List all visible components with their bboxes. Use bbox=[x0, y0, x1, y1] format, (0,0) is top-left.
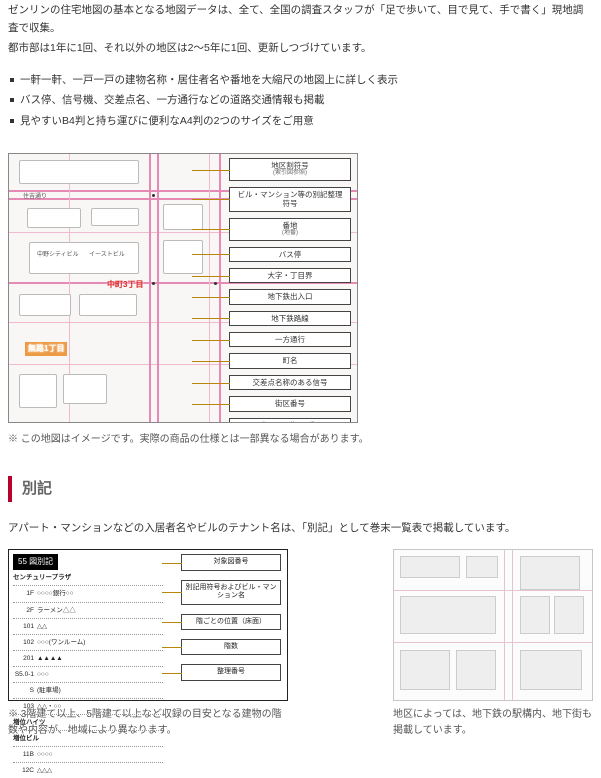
feature-item: バス停、信号機、交差点名、一方通行などの道路交通情報も掲載 bbox=[8, 92, 593, 110]
bekki-callouts: 対象図番号 別記用符号およびビル・マンション名 階ごとの位置（床面） 階数 整理… bbox=[181, 554, 281, 689]
callout-label: 大字・丁目界 bbox=[229, 268, 351, 283]
callout-label: バス停 bbox=[229, 247, 351, 262]
intro-line-1: ゼンリンの住宅地図の基本となる地図データは、全て、全国の調査スタッフが「足で歩い… bbox=[8, 2, 593, 38]
bekki-callout: 整理番号 bbox=[181, 664, 281, 680]
bldg-label: 中野シティビル bbox=[37, 250, 79, 260]
bekki-left-list: センチュリープラザ 1F○○○○銀行○○ 2Fラーメン△△ 101△△ 102○… bbox=[13, 570, 163, 778]
callout-label: 地下鉄路線 bbox=[229, 311, 351, 326]
feature-item: 見やすいB4判と持ち運びに便利なA4判の2つのサイズをご用意 bbox=[8, 113, 593, 131]
bekki-figure: 55 図別記 センチュリープラザ 1F○○○○銀行○○ 2Fラーメン△△ 101… bbox=[8, 549, 288, 739]
bekki-header-badge: 55 図別記 bbox=[13, 554, 58, 570]
callout-label: 地下鉄出入口 bbox=[229, 289, 351, 304]
bekki-callout: 階ごとの位置（床面） bbox=[181, 614, 281, 630]
intro-block: ゼンリンの住宅地図の基本となる地図データは、全て、全国の調査スタッフが「足で歩い… bbox=[8, 2, 593, 58]
map-callouts: 地区割符号(索引図参照) ビル・マンション等の別記整理符号 番地(地番) バス停… bbox=[229, 158, 351, 423]
main-map-figure: 住吉通り 中野シティビル イーストビル 中町3丁目 無路1丁目 地区割符号(索引… bbox=[8, 153, 358, 423]
bldg-label: イーストビル bbox=[89, 250, 125, 260]
callout-label: 交差点名称のある信号 bbox=[229, 375, 351, 390]
section-title-bekki: 別記 bbox=[8, 476, 593, 502]
feature-item: 一軒一軒、一戸一戸の建物名称・居住者名や番地を大縮尺の地図上に詳しく表示 bbox=[8, 72, 593, 90]
callout-label: 番地(地番) bbox=[229, 218, 351, 241]
bekki-callout: 階数 bbox=[181, 639, 281, 655]
main-map-note: ※ この地図はイメージです。実際の商品の仕様とは一部異なる場合があります。 bbox=[8, 431, 593, 448]
underground-map-image bbox=[393, 549, 593, 701]
callout-label: 一方通行 bbox=[229, 332, 351, 347]
callout-label: 地区割符号(索引図参照) bbox=[229, 158, 351, 181]
callout-label: 町名 bbox=[229, 353, 351, 368]
bekki-building-name: センチュリープラザ bbox=[13, 572, 163, 583]
bekki-callout: 対象図番号 bbox=[181, 554, 281, 570]
callout-label: ビル・マンション等の別記整理符号 bbox=[229, 187, 351, 212]
main-map-image: 住吉通り 中野シティビル イーストビル 中町3丁目 無路1丁目 地区割符号(索引… bbox=[8, 153, 358, 423]
area-label: 無路1丁目 bbox=[25, 342, 67, 356]
underground-note: 地区によっては、地下鉄の駅構内、地下街も掲載しています。 bbox=[393, 707, 593, 739]
callout-label: ブロック(街区)番号(地番索引図参照) bbox=[229, 418, 351, 424]
lower-figures-row: 55 図別記 センチュリープラザ 1F○○○○銀行○○ 2Fラーメン△△ 101… bbox=[8, 549, 593, 739]
street-label: 住吉通り bbox=[23, 192, 47, 202]
feature-list: 一軒一軒、一戸一戸の建物名称・居住者名や番地を大縮尺の地図上に詳しく表示 バス停… bbox=[8, 72, 593, 132]
bekki-table-image: 55 図別記 センチュリープラザ 1F○○○○銀行○○ 2Fラーメン△△ 101… bbox=[8, 549, 288, 701]
bekki-callout: 別記用符号およびビル・マンション名 bbox=[181, 580, 281, 605]
area-label: 中町3丁目 bbox=[107, 278, 143, 292]
section-lead: アパート・マンションなどの入居者名やビルのテナント名は、「別記」として巻末一覧表… bbox=[8, 520, 593, 538]
intro-line-2: 都市部は1年に1回、それ以外の地区は2〜5年に1回、更新しつづけています。 bbox=[8, 40, 593, 58]
underground-map-figure: 地区によっては、地下鉄の駅構内、地下街も掲載しています。 bbox=[393, 549, 593, 739]
callout-label: 街区番号 bbox=[229, 396, 351, 411]
